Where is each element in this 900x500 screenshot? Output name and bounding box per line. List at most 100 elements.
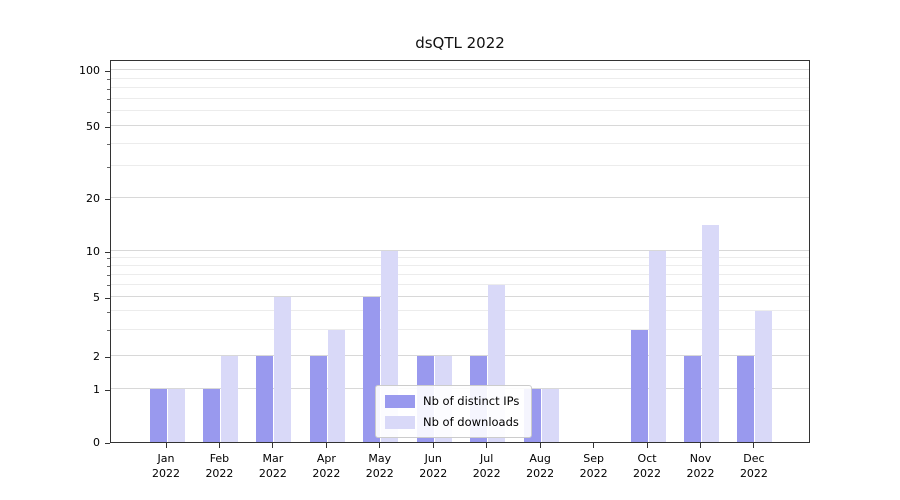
y-axis-tick-label: 20	[86, 192, 100, 205]
x-axis-tick-label-line: 2022	[365, 467, 394, 480]
y-axis-minor-tick-mark	[107, 266, 110, 268]
x-axis-tick-mark	[325, 443, 327, 448]
bar-distinct-ips	[202, 389, 220, 442]
x-axis-tick-label-line: Dec	[743, 452, 765, 465]
gridline-minor	[111, 77, 809, 79]
bar-distinct-ips	[630, 329, 648, 442]
y-axis-tick-mark	[105, 198, 110, 200]
legend-swatch	[385, 415, 415, 429]
gridline-major	[111, 125, 809, 126]
gridline-minor	[111, 257, 809, 258]
bar-distinct-ips	[149, 389, 167, 442]
x-axis-tick-mark	[486, 443, 488, 448]
x-axis-tick-label-line: Sep	[583, 452, 604, 465]
x-axis-tick-label-line: 2022	[152, 467, 180, 480]
x-axis-tick-label-line: 2022	[472, 467, 501, 480]
y-axis-tick-mark	[105, 126, 110, 128]
y-axis-minor-tick-mark	[107, 258, 110, 260]
x-axis-tick-label-line: 2022	[526, 467, 555, 480]
legend-label: Nb of downloads	[423, 415, 519, 429]
x-axis-tick-label-line: 2022	[579, 467, 608, 480]
x-axis-tick-label-line: Apr	[316, 452, 336, 465]
x-axis-tick-label-line: 2022	[633, 467, 662, 480]
x-axis-tick-mark	[646, 443, 648, 448]
gridline-minor	[111, 97, 809, 99]
legend-item: Nb of downloads	[385, 415, 522, 429]
y-axis-minor-tick-mark	[107, 88, 110, 90]
x-axis-tick-mark	[218, 443, 220, 448]
x-axis-tick-label-line: Aug	[529, 452, 551, 465]
x-axis-tick-mark	[165, 443, 167, 448]
y-axis-tick-mark	[105, 251, 110, 253]
x-axis-tick-label-line: 2022	[419, 467, 448, 480]
y-axis-minor-tick-mark	[107, 311, 110, 313]
bar-downloads	[274, 297, 292, 442]
x-axis-tick-mark	[379, 443, 381, 448]
x-axis-tick-label-line: Jun	[424, 452, 442, 465]
x-axis-tick-label: Apr 2022	[296, 451, 356, 481]
x-axis-tick-mark	[593, 443, 595, 448]
y-axis-tick-label: 50	[86, 120, 100, 133]
x-axis-tick-label-line: Mar	[262, 452, 284, 465]
legend: Nb of distinct IPs Nb of downloads	[375, 385, 532, 438]
x-axis-tick-label-line: 2022	[258, 467, 287, 480]
y-axis-minor-tick-mark	[107, 144, 110, 146]
y-axis-tick-mark	[105, 389, 110, 391]
y-axis-tick-label: 2	[93, 350, 100, 363]
x-axis-tick-label: May 2022	[350, 451, 410, 481]
y-axis-minor-tick-mark	[107, 285, 110, 287]
x-axis-tick-label-line: Jan	[157, 452, 175, 465]
bar-distinct-ips	[684, 356, 701, 442]
x-axis-tick-mark	[700, 443, 701, 448]
bar-downloads	[755, 311, 773, 442]
gridline-minor	[111, 142, 809, 144]
x-axis-tick-label: Aug 2022	[510, 451, 570, 481]
x-axis-tick-label-line: Jul	[480, 452, 494, 465]
bar-downloads	[648, 251, 666, 442]
bar-downloads	[541, 389, 559, 442]
x-axis-tick-label-line: Nov	[689, 452, 712, 465]
gridline-minor	[111, 328, 809, 330]
legend-item: Nb of distinct IPs	[385, 394, 522, 408]
y-axis-minor-tick-mark	[107, 330, 110, 332]
gridline-major	[111, 250, 809, 251]
x-axis-tick-label: Jul 2022	[457, 451, 517, 481]
bar-downloads	[327, 329, 345, 442]
y-axis-tick-mark	[105, 442, 110, 444]
y-axis-tick-mark	[105, 356, 110, 358]
x-axis-tick-label-line: 2022	[312, 467, 341, 480]
x-axis-tick-mark	[432, 443, 434, 448]
gridline-major	[111, 197, 809, 198]
gridline-major	[111, 69, 809, 70]
y-axis-tick-label: 100	[79, 64, 100, 77]
x-axis-tick-mark	[753, 443, 755, 448]
x-axis-tick-label-line: 2022	[205, 467, 234, 480]
legend-label: Nb of distinct IPs	[423, 394, 520, 408]
x-axis-tick-label: Nov 2022	[671, 451, 731, 481]
y-axis-tick-mark	[105, 70, 110, 72]
x-axis-tick-label-line: Feb	[209, 452, 230, 465]
y-axis-tick-mark	[105, 297, 110, 299]
y-axis-minor-tick-mark	[107, 275, 110, 277]
x-axis-tick-label: Mar 2022	[243, 451, 303, 481]
bar-distinct-ips	[309, 356, 327, 442]
gridline-major	[111, 355, 809, 356]
gridline-minor	[111, 273, 809, 275]
y-axis-tick-label: 5	[93, 291, 100, 304]
gridline-minor	[111, 310, 809, 312]
y-axis-minor-tick-mark	[107, 99, 110, 101]
gridline-minor	[111, 165, 809, 167]
legend-swatch	[385, 394, 415, 408]
x-axis-tick-label: Dec 2022	[724, 451, 784, 481]
x-axis-tick-label: Sep 2022	[564, 451, 624, 481]
x-axis-tick-label-line: Oct	[637, 452, 657, 465]
gridline-minor	[111, 264, 809, 266]
x-axis-tick-mark	[539, 443, 541, 448]
chart-title: dsQTL 2022	[415, 34, 505, 52]
y-axis-minor-tick-mark	[107, 166, 110, 168]
x-axis-tick-label: Oct 2022	[617, 451, 677, 481]
x-axis-tick-label: Feb 2022	[189, 451, 249, 481]
y-axis-tick-label: 0	[93, 436, 100, 449]
x-axis-tick-label-line: May	[368, 452, 392, 465]
